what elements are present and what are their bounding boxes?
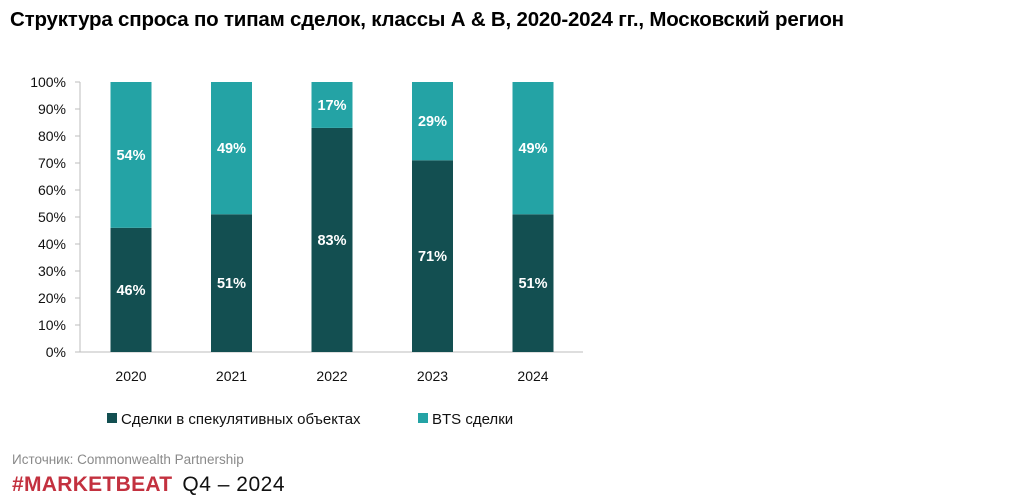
bar-segment [211, 214, 252, 352]
y-tick-label: 80% [38, 128, 66, 144]
y-tick-label: 10% [38, 317, 66, 333]
footer-brand: #MARKETBEAT Q4 – 2024 [12, 473, 285, 497]
data-label: 71% [418, 249, 447, 265]
y-tick-label: 90% [38, 101, 66, 117]
x-tick-label: 2020 [115, 368, 146, 384]
data-label: 49% [518, 141, 547, 157]
bars [110, 82, 554, 353]
bar-segment [311, 127, 353, 353]
marketbeat-brand: #MARKETBEAT [12, 473, 173, 496]
y-tick-label: 0% [46, 344, 66, 360]
legend-swatch [107, 413, 117, 423]
data-label: 46% [116, 283, 145, 299]
bar-segment [211, 82, 252, 215]
data-label: 29% [418, 114, 447, 130]
data-label: 17% [317, 98, 346, 114]
y-tick-label: 40% [38, 236, 66, 252]
bar-segment [412, 160, 453, 352]
bar-segment [512, 214, 554, 352]
bar-segment [110, 82, 152, 228]
bar-segment [512, 82, 554, 215]
y-axis: 0% 10% 20% 30% 40% 50% 60% 70% 80% 90% 100% [30, 74, 583, 360]
report-period: Q4 – 2024 [182, 473, 286, 496]
data-labels: 46% 54% 51% 49% 83% 17% 71% 29% 51% 49% [116, 98, 547, 299]
y-tick-label: 100% [30, 74, 66, 90]
bar-segment [311, 82, 353, 128]
data-label: 54% [116, 148, 145, 164]
x-tick-label: 2022 [316, 368, 347, 384]
y-tick-label: 70% [38, 155, 66, 171]
legend-label: BTS сделки [432, 411, 513, 428]
bar-segment [110, 227, 152, 352]
data-label: 83% [317, 233, 346, 249]
data-label: 51% [518, 276, 547, 292]
data-label: 51% [217, 276, 246, 292]
x-axis: 2020 2021 2022 2023 2024 [115, 368, 548, 384]
y-tick-label: 30% [38, 263, 66, 279]
x-tick-label: 2023 [417, 368, 448, 384]
legend-swatch [418, 413, 428, 423]
legend-label: Сделки в спекулятивных объектах [121, 411, 361, 428]
x-tick-label: 2024 [517, 368, 548, 384]
legend: Сделки в спекулятивных объектах BTS сделк… [107, 411, 513, 428]
data-label: 49% [217, 141, 246, 157]
y-tick-label: 50% [38, 209, 66, 225]
source-note: Источник: Commonwealth Partnership [12, 452, 244, 467]
x-tick-label: 2021 [216, 368, 247, 384]
chart-title: Структура спроса по типам сделок, классы… [10, 8, 844, 31]
bar-segment [412, 82, 453, 161]
y-tick-label: 20% [38, 290, 66, 306]
y-tick-label: 60% [38, 182, 66, 198]
